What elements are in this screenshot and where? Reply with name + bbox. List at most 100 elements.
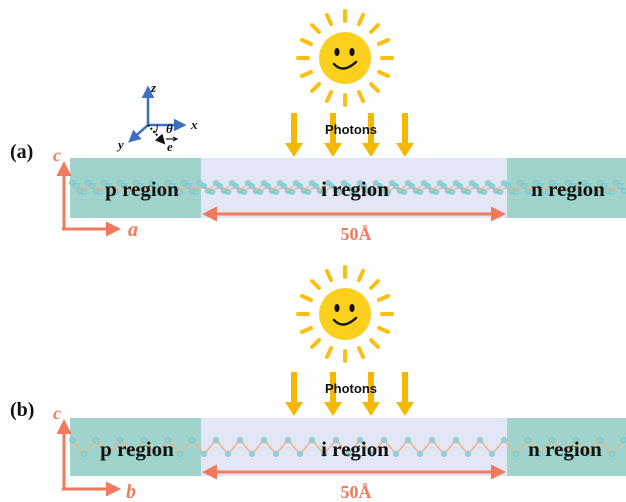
atom — [429, 437, 435, 443]
axis-z-label: z — [150, 80, 157, 95]
atom — [441, 451, 447, 457]
atom — [505, 183, 511, 189]
n-region-label: n region — [531, 177, 605, 201]
atom — [285, 437, 291, 443]
atom — [69, 437, 75, 443]
atom — [385, 189, 391, 195]
atom — [489, 451, 495, 457]
atom — [453, 437, 459, 443]
atom — [237, 437, 243, 443]
atom — [257, 189, 263, 195]
polarization-vector-icon — [147, 124, 166, 145]
atom — [449, 189, 455, 195]
atom — [533, 180, 539, 186]
atom — [473, 183, 479, 189]
atom — [333, 437, 339, 443]
atom — [325, 180, 331, 186]
atom — [145, 189, 151, 195]
atom — [69, 180, 75, 186]
atom — [289, 189, 295, 195]
photons-label: Photons — [325, 381, 377, 396]
atom — [597, 180, 603, 186]
atom — [389, 180, 395, 186]
atom — [181, 180, 187, 186]
atom — [305, 189, 311, 195]
atom — [93, 437, 99, 443]
atom — [585, 183, 591, 189]
e-vector-label: e — [167, 139, 173, 154]
panel-b: Photons (b) p region i region n region 5… — [10, 265, 626, 502]
atom — [417, 189, 423, 195]
atom — [129, 189, 135, 195]
atom — [497, 189, 503, 195]
atom — [169, 183, 175, 189]
atom — [501, 180, 507, 186]
atom — [485, 180, 491, 186]
panel-label-b: (b) — [10, 399, 34, 421]
atom-chain — [69, 180, 626, 195]
atom — [613, 180, 619, 186]
atom — [405, 180, 411, 186]
atom — [345, 451, 351, 457]
panel-label-a: (a) — [10, 141, 33, 163]
atom — [201, 451, 207, 457]
atom — [201, 183, 207, 189]
atom — [209, 189, 215, 195]
atom — [297, 183, 303, 189]
atom — [165, 180, 171, 186]
atom — [621, 188, 626, 194]
atom — [373, 180, 379, 186]
atom — [217, 183, 223, 189]
atom — [565, 180, 571, 186]
atom — [525, 437, 531, 443]
atom — [117, 437, 123, 443]
crystal-axes: c b — [53, 403, 136, 502]
atom — [549, 180, 555, 186]
atom — [249, 451, 255, 457]
atom — [329, 183, 335, 189]
atom — [249, 183, 255, 189]
atom — [213, 437, 219, 443]
axis-y-label: y — [116, 137, 124, 152]
atom — [105, 183, 111, 189]
atom — [513, 189, 519, 195]
photon-arrow-icon — [285, 372, 414, 416]
atom — [481, 189, 487, 195]
atom — [229, 180, 235, 186]
atom-chain — [69, 437, 626, 457]
axis-c-label: c — [53, 145, 61, 165]
atom — [113, 189, 119, 195]
atom — [561, 451, 567, 457]
atom — [141, 437, 147, 443]
p-region-label: p region — [100, 437, 174, 461]
atom — [293, 180, 299, 186]
atom — [185, 183, 191, 189]
smiley-face-icon — [332, 48, 358, 70]
p-region-label: p region — [105, 177, 179, 201]
atom — [537, 451, 543, 457]
atom — [241, 189, 247, 195]
atom — [577, 189, 583, 195]
atom — [137, 183, 143, 189]
sun-icon — [296, 265, 394, 363]
atom — [261, 437, 267, 443]
atom — [477, 437, 483, 443]
coordinate-axes-icon: z x y θ e — [116, 80, 198, 154]
atom — [489, 183, 495, 189]
atom — [101, 180, 107, 186]
atom — [465, 189, 471, 195]
atom — [393, 451, 399, 457]
photon-arrow-icon — [285, 113, 414, 157]
p-region-block — [70, 418, 201, 476]
atom — [105, 451, 111, 457]
atom — [225, 189, 231, 195]
smiley-face-icon — [332, 304, 358, 326]
atom — [513, 451, 519, 457]
atom — [593, 189, 599, 195]
atom — [457, 183, 463, 189]
atom — [197, 180, 203, 186]
sun-icon — [296, 9, 394, 107]
atom — [465, 451, 471, 457]
atom — [401, 189, 407, 195]
